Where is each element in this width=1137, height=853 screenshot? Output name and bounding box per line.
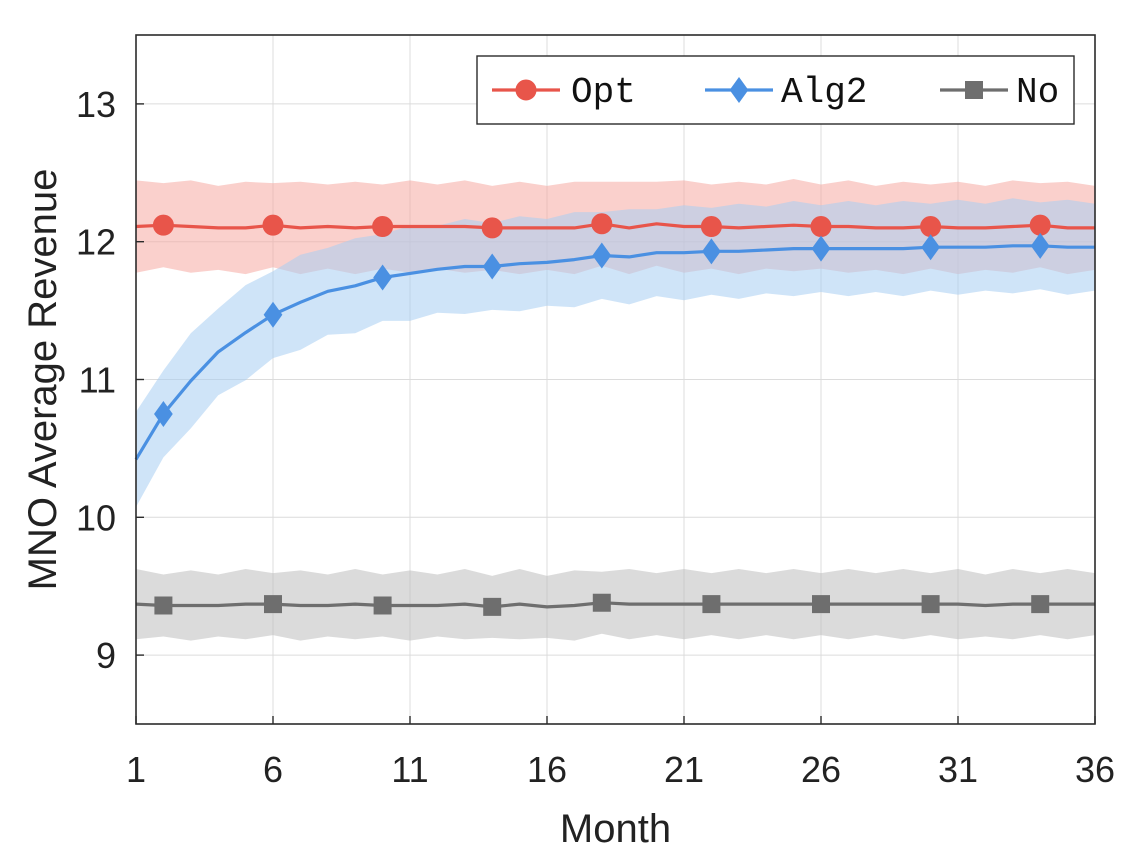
marker-opt: [700, 216, 722, 238]
y-tick-label: 11: [79, 360, 116, 401]
x-tick-label: 31: [938, 749, 978, 790]
y-tick-label: 9: [96, 635, 116, 676]
legend: Opt Alg2 No: [476, 55, 1075, 125]
legend-marker-no: [965, 81, 983, 99]
y-axis-ticks: 9 10 11 12 13: [76, 84, 144, 676]
marker-opt: [810, 216, 832, 238]
x-tick-label: 16: [527, 749, 567, 790]
series-markers: [152, 213, 1051, 616]
y-axis-label: MNO Average Revenue: [21, 169, 65, 591]
x-tick-label: 1: [126, 749, 146, 790]
x-tick-label: 11: [391, 749, 428, 790]
marker-opt: [152, 214, 174, 236]
y-tick-label: 10: [76, 497, 116, 538]
marker-alg2: [482, 253, 502, 280]
legend-marker-opt: [515, 79, 537, 101]
marker-opt: [1029, 214, 1051, 236]
marker-no: [483, 597, 502, 616]
marker-no: [702, 595, 721, 614]
marker-alg2: [592, 242, 612, 269]
x-axis-label: Month: [560, 807, 671, 851]
marker-alg2: [702, 238, 721, 265]
x-axis-ticks: 1 6 11 16 21 26 31 36: [126, 716, 1115, 790]
legend-marker-alg2: [729, 77, 749, 103]
marker-opt: [262, 214, 284, 236]
marker-opt: [372, 216, 394, 238]
x-tick-label: 21: [664, 749, 704, 790]
marker-opt: [481, 217, 503, 239]
marker-no: [1031, 595, 1050, 614]
marker-no: [154, 596, 173, 615]
y-tick-label: 12: [76, 222, 116, 263]
marker-no: [264, 595, 282, 614]
y-tick-label: 13: [76, 84, 116, 125]
marker-no: [373, 596, 392, 615]
marker-alg2: [921, 234, 940, 261]
marker-alg2: [1030, 232, 1050, 259]
marker-opt: [591, 213, 613, 235]
legend-label-alg2: Alg2: [781, 72, 867, 113]
x-tick-label: 6: [263, 749, 283, 790]
marker-opt: [920, 216, 942, 238]
marker-alg2: [154, 400, 173, 427]
marker-alg2: [811, 235, 831, 262]
marker-alg2: [373, 264, 392, 291]
marker-no: [921, 595, 940, 614]
marker-no: [592, 593, 611, 612]
legend-label-no: No: [1016, 72, 1059, 113]
legend-label-opt: Opt: [571, 72, 636, 113]
marker-alg2: [263, 301, 283, 328]
x-tick-label: 36: [1075, 749, 1115, 790]
marker-no: [812, 595, 830, 614]
x-tick-label: 26: [801, 749, 841, 790]
